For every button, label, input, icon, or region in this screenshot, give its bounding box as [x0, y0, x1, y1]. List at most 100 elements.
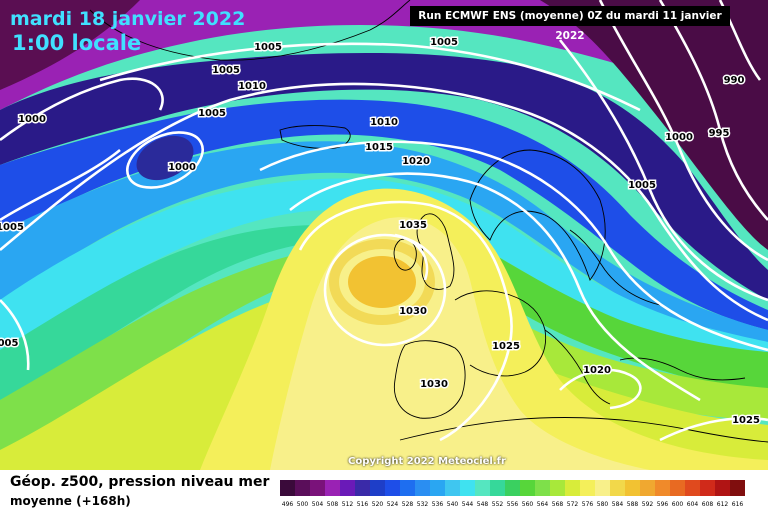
legend-title: Géop. z500, pression niveau mer: [10, 474, 270, 490]
map-date-title: mardi 18 janvier 2022: [10, 8, 246, 30]
scale-swatch: [385, 480, 400, 496]
isobar-label: 1000: [665, 132, 693, 143]
scale-tick-label: 564: [537, 501, 549, 508]
scale-tick-label: 580: [597, 501, 609, 508]
coast-scandinavia: [469, 149, 606, 281]
coastlines: [89, 0, 768, 443]
scale-tick-label: 560: [522, 501, 534, 508]
coast-greenland: [89, 0, 411, 61]
isobar-label: 995: [709, 128, 730, 139]
scale-swatch: [685, 480, 700, 496]
isobar-1005-east: [558, 39, 768, 302]
legend-subtitle: moyenne (+168h): [10, 494, 131, 508]
isobar-1000-low: [126, 131, 204, 189]
scale-tick-label: 600: [672, 501, 684, 508]
coast-north-africa: [399, 417, 768, 443]
scale-tick-label: 612: [717, 501, 729, 508]
scale-swatch: [565, 480, 580, 496]
isobar-1025-east: [659, 416, 768, 442]
isobar-label: 1005: [0, 222, 24, 233]
isobar-label: 1005: [212, 65, 240, 76]
coast-italy: [544, 329, 611, 405]
scale-tick-label: 528: [402, 501, 414, 508]
scale-tick-label: 540: [447, 501, 459, 508]
scale-tick-label: 616: [732, 501, 744, 508]
high-pressure-core: [348, 256, 416, 308]
scale-tick-label: 548: [477, 501, 489, 508]
scale-swatch: [625, 480, 640, 496]
scale-swatch: [610, 480, 625, 496]
scale-tick-label: 544: [462, 501, 474, 508]
scale-tick-label: 552: [492, 501, 504, 508]
band-green-east: [470, 240, 768, 395]
scale-swatch: [655, 480, 670, 496]
scale-swatch: [490, 480, 505, 496]
scale-swatch: [340, 480, 355, 496]
scale-tick-label: 608: [702, 501, 714, 508]
scale-swatch: [580, 480, 595, 496]
scale-tick-label: 592: [642, 501, 654, 508]
isobar-label: 1030: [420, 379, 448, 390]
isobar-label: 1000: [18, 114, 46, 125]
isobar-label: 1020: [402, 156, 430, 167]
scale-swatch: [475, 480, 490, 496]
isobar-1025: [298, 200, 513, 442]
scale-tick-label: 576: [582, 501, 594, 508]
isobar-label: 1010: [238, 81, 266, 92]
coast-iberia: [393, 340, 466, 419]
isobar-1005-southwest: [0, 299, 30, 371]
isobar-995: [658, 0, 768, 221]
scale-tick-label: 504: [312, 501, 324, 508]
coast-baltic: [569, 229, 661, 306]
scale-swatch: [295, 480, 310, 496]
isobar-label: 1025: [732, 415, 760, 426]
scale-swatch: [310, 480, 325, 496]
scale-tick-label: 512: [342, 501, 354, 508]
band-cyan: [0, 178, 768, 355]
band-lightgreen-east: [455, 290, 768, 420]
isobar-label: 1020: [583, 365, 611, 376]
scale-swatch: [595, 480, 610, 496]
isobar-label: 005: [0, 338, 18, 349]
isobar-label: 1035: [399, 220, 427, 231]
scale-swatch: [430, 480, 445, 496]
isobar-label: 1005: [430, 37, 458, 48]
scale-swatch: [355, 480, 370, 496]
scale-tick-label: 604: [687, 501, 699, 508]
scale-tick-label: 536: [432, 501, 444, 508]
isobar-1005-north: [99, 42, 641, 112]
isobar-1015: [259, 140, 768, 352]
geopotential-map: 1005 1005 1010 1005 1000 1000 1005 005 1005 1010 1…: [0, 0, 768, 470]
isobars: [0, 0, 768, 442]
band-darkpurple-east: [540, 0, 768, 250]
isobar-1030: [323, 233, 447, 347]
scale-tick-label: 584: [612, 501, 624, 508]
scale-swatch: [400, 480, 415, 496]
scale-swatch: [700, 480, 715, 496]
high-pressure-ring: [329, 239, 435, 325]
scale-tick-label: 556: [507, 501, 519, 508]
scale-swatch: [520, 480, 535, 496]
scale-swatch: [550, 480, 565, 496]
scale-swatch: [325, 480, 340, 496]
model-run-info: Run ECMWF ENS (moyenne) 0Z du mardi 11 j…: [410, 6, 730, 42]
scale-tick-label: 532: [417, 501, 429, 508]
scale-tick-label: 596: [657, 501, 669, 508]
scale-swatch: [445, 480, 460, 496]
isobar-1020-med: [559, 368, 642, 410]
isobar-label: 1005: [198, 108, 226, 119]
isobar-1000-west: [0, 77, 164, 142]
scale-tick-label: 516: [357, 501, 369, 508]
scale-swatch: [730, 480, 745, 496]
legend-footer: Géop. z500, pression niveau mer moyenne …: [0, 470, 768, 512]
isobar-1005-west: [0, 149, 121, 222]
isobar-label: 1005: [254, 42, 282, 53]
band-lightblue: [0, 141, 768, 345]
isobar-label: 1030: [399, 306, 427, 317]
coast-greece-turkey: [619, 357, 746, 381]
low-pressure-atlantic: [136, 135, 194, 181]
isobar-label: 1010: [370, 117, 398, 128]
scale-tick-label: 500: [297, 501, 309, 508]
isobar-labels: 1005 1005 1010 1005 1000 1000 1005 005 1005 1010 1…: [0, 36, 761, 428]
isobar-1020: [289, 172, 701, 402]
